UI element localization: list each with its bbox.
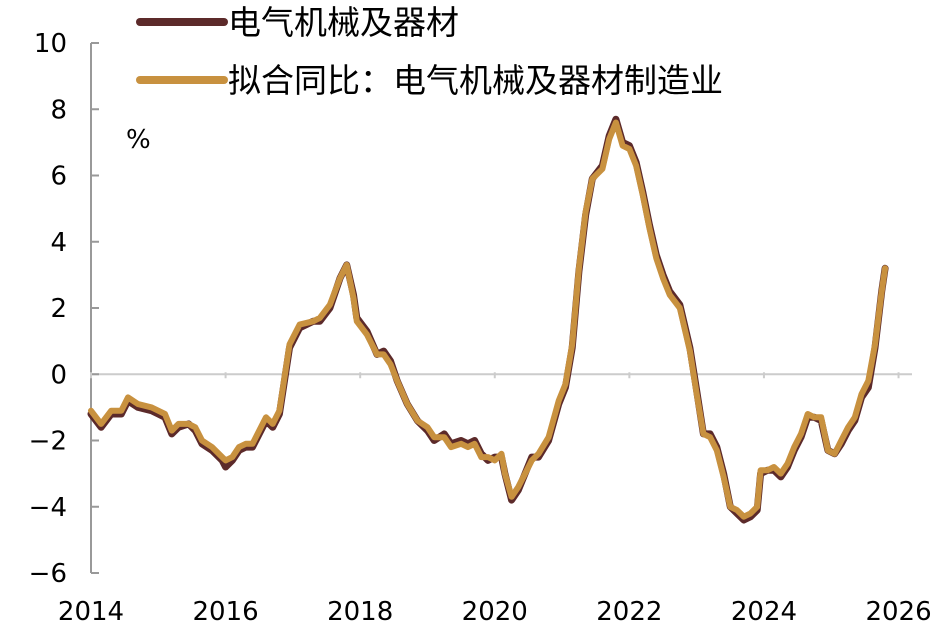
unit-label: % bbox=[126, 125, 151, 155]
series-line-2 bbox=[88, 119, 889, 520]
x-tick-label: 2026 bbox=[865, 597, 931, 627]
y-tick-label: −6 bbox=[29, 559, 67, 589]
series-layer bbox=[87, 115, 889, 524]
x-tick-label: 2022 bbox=[596, 597, 662, 627]
y-tick-label: 0 bbox=[50, 360, 67, 390]
axes-layer: −6 −4 −2 0 2 4 6 8 10 2014 2016 2018 2020 2022 2024 202… bbox=[29, 29, 932, 627]
y-tick-label: 8 bbox=[50, 95, 67, 125]
y-tick-label: 6 bbox=[50, 162, 67, 192]
legend-label-1: 电气机械及器材 bbox=[228, 3, 459, 42]
y-tick-label: −2 bbox=[29, 427, 67, 457]
x-tick-label: 2020 bbox=[462, 597, 528, 627]
x-tick-label: 2018 bbox=[327, 597, 393, 627]
x-tick-label: 2024 bbox=[731, 597, 797, 627]
x-tick-label: 2014 bbox=[58, 597, 124, 627]
legend-label-2: 拟合同比：电气机械及器材制造业 bbox=[228, 61, 723, 100]
y-tick-label: 4 bbox=[50, 228, 67, 258]
x-tick-label: 2016 bbox=[193, 597, 259, 627]
y-tick-label: 2 bbox=[50, 294, 67, 324]
y-tick-label: −4 bbox=[29, 493, 67, 523]
y-tick-label: 10 bbox=[34, 29, 67, 59]
